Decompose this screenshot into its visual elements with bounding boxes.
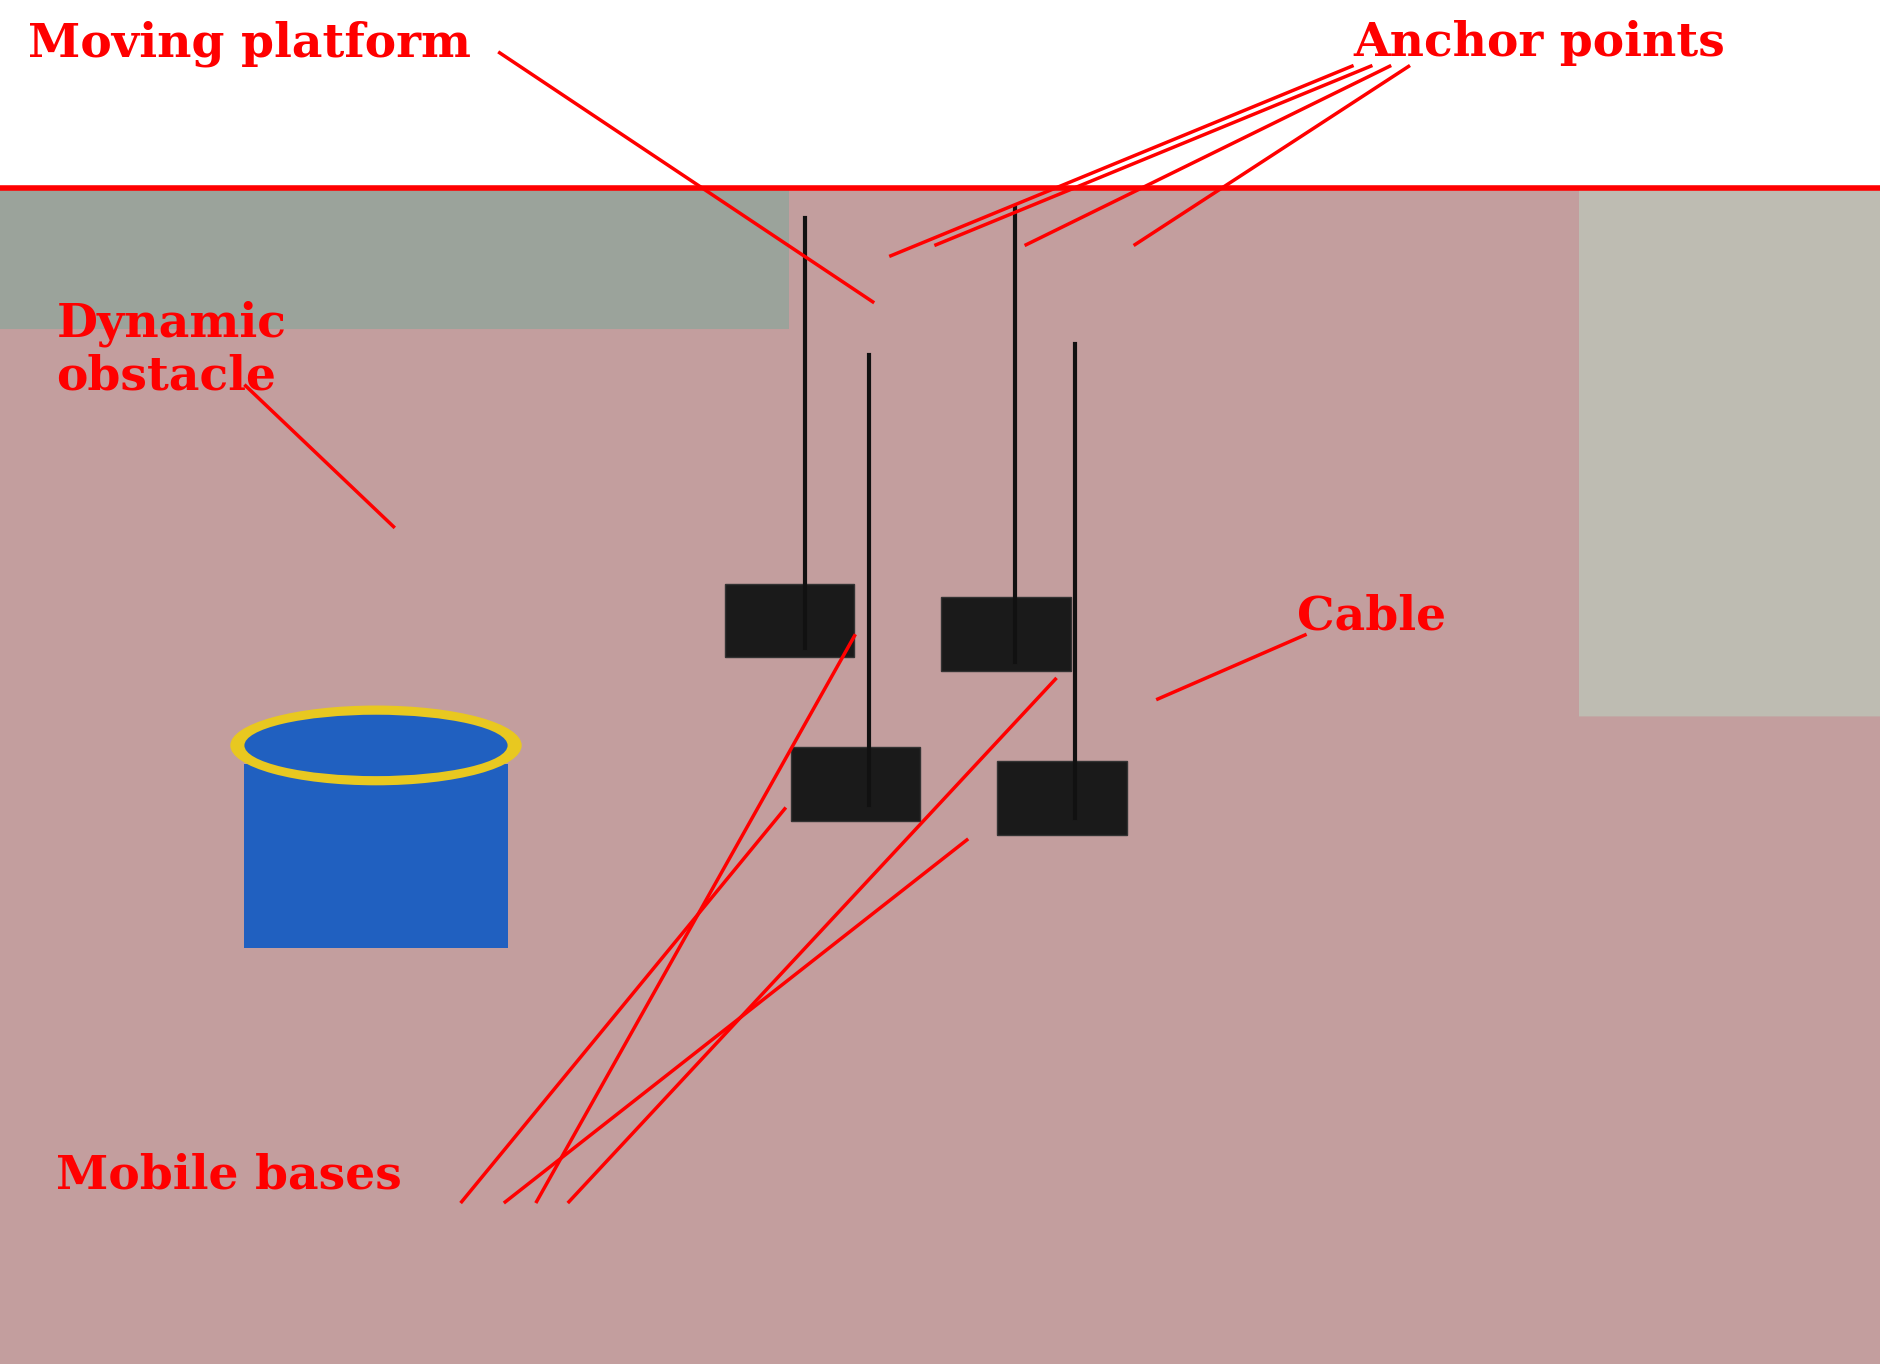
Ellipse shape bbox=[229, 705, 523, 786]
Text: Mobile bases: Mobile bases bbox=[56, 1153, 402, 1199]
Text: Cable: Cable bbox=[1297, 593, 1446, 640]
FancyBboxPatch shape bbox=[942, 597, 1072, 671]
Ellipse shape bbox=[244, 715, 508, 776]
FancyBboxPatch shape bbox=[724, 584, 854, 657]
Text: Moving platform: Moving platform bbox=[28, 20, 472, 67]
FancyBboxPatch shape bbox=[790, 747, 921, 821]
FancyBboxPatch shape bbox=[244, 764, 508, 948]
FancyBboxPatch shape bbox=[996, 761, 1128, 835]
Text: Dynamic
obstacle: Dynamic obstacle bbox=[56, 300, 286, 400]
Text: Anchor points: Anchor points bbox=[1354, 20, 1726, 67]
